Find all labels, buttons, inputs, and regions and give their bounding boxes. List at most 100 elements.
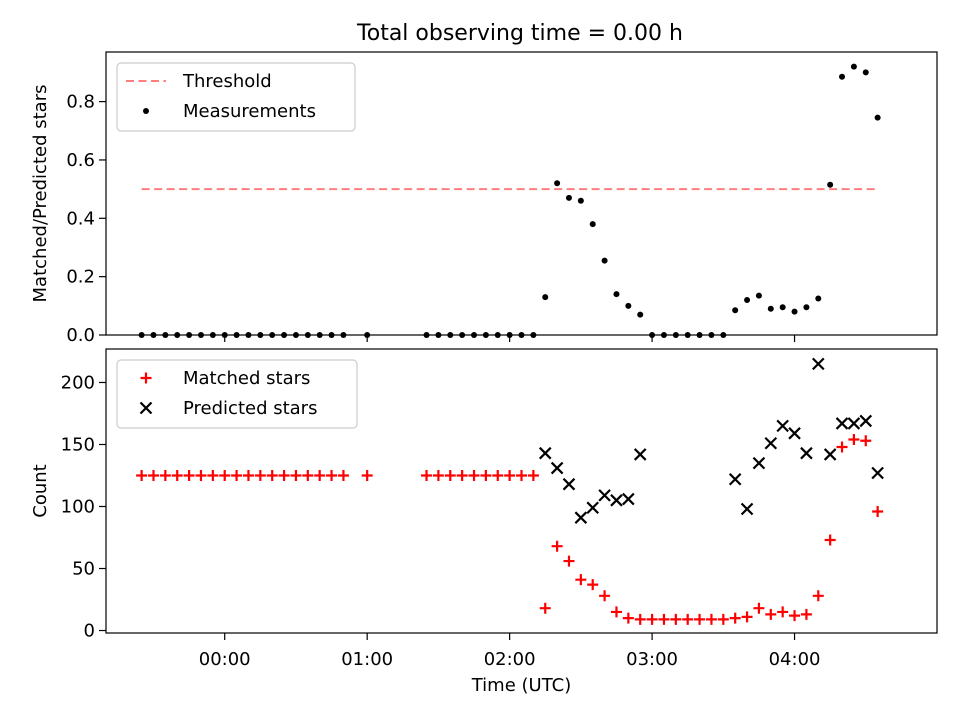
data-point — [171, 469, 183, 481]
ytick-label: 0.6 — [66, 150, 95, 171]
data-point — [622, 492, 635, 506]
data-point — [862, 69, 869, 76]
data-point — [729, 612, 741, 624]
data-point — [744, 296, 751, 303]
data-point — [527, 469, 539, 481]
data-point — [456, 469, 468, 481]
ylabel: Matched/Predicted stars — [30, 85, 51, 303]
data-point — [538, 446, 552, 460]
data-point — [637, 311, 644, 318]
data-point — [800, 608, 812, 620]
data-point — [872, 505, 884, 517]
data-point — [694, 613, 706, 625]
data-point — [777, 606, 789, 618]
ytick-label: 0.4 — [66, 208, 95, 229]
data-point — [752, 456, 766, 470]
data-point — [565, 194, 572, 201]
data-point — [613, 291, 620, 298]
data-point — [823, 448, 837, 461]
ytick-label: 0.0 — [66, 325, 95, 346]
data-point — [610, 494, 623, 507]
data-point — [361, 469, 373, 481]
legend-box — [116, 359, 358, 429]
series-matched-stars — [136, 434, 884, 625]
data-point — [755, 292, 762, 299]
ytick-label: 200 — [61, 372, 95, 393]
data-point — [717, 613, 729, 625]
xtick-label: 02:00 — [484, 649, 536, 670]
legend-label: Threshold — [182, 71, 272, 92]
data-point — [147, 469, 159, 481]
data-point — [326, 469, 338, 481]
figure-title: Total observing time = 0.00 h — [356, 21, 683, 46]
data-point — [575, 574, 587, 586]
legend-handle — [143, 108, 149, 114]
data-point — [195, 469, 207, 481]
data-point — [732, 307, 739, 314]
data-point — [587, 579, 599, 591]
ytick-label: 100 — [61, 497, 95, 518]
data-point — [850, 63, 857, 70]
data-point — [633, 448, 647, 461]
data-point — [468, 469, 480, 481]
data-point — [815, 295, 822, 302]
data-point — [242, 469, 254, 481]
data-point — [539, 602, 551, 614]
data-point — [337, 469, 349, 481]
data-point — [563, 555, 575, 567]
data-point — [791, 308, 798, 315]
xtick-label: 01:00 — [341, 649, 393, 670]
data-point — [551, 540, 563, 552]
data-point — [740, 502, 754, 516]
data-point — [554, 180, 561, 187]
data-point — [254, 469, 266, 481]
data-point — [670, 613, 682, 625]
data-point — [421, 469, 433, 481]
data-point — [207, 469, 219, 481]
data-point — [835, 417, 849, 430]
data-point — [231, 469, 243, 481]
data-point — [480, 469, 492, 481]
ytick-label: 150 — [61, 434, 95, 455]
data-point — [839, 73, 846, 80]
data-point — [634, 613, 646, 625]
data-point — [492, 469, 504, 481]
legend-label: Measurements — [183, 101, 316, 122]
data-point — [765, 608, 777, 620]
data-point — [836, 441, 848, 453]
data-point — [776, 419, 789, 433]
data-point — [444, 469, 456, 481]
data-point — [599, 590, 611, 602]
data-point — [314, 469, 326, 481]
legend: Matched stars Predicted stars — [116, 359, 358, 429]
data-point — [848, 434, 860, 446]
data-point — [589, 221, 596, 228]
xlabel: Time (UTC) — [471, 675, 572, 696]
data-point — [824, 534, 836, 546]
xtick-label: 00:00 — [199, 649, 251, 670]
data-point — [767, 305, 774, 312]
data-point — [290, 469, 302, 481]
data-point — [577, 197, 584, 204]
ytick-label: 0.2 — [66, 267, 95, 288]
data-point — [874, 114, 881, 121]
panel-ratio: 0.0 0.2 0.4 0.6 0.8 Matched/Predicted stars Th… — [30, 51, 938, 346]
data-point — [764, 436, 778, 450]
ylabel: Count — [30, 464, 51, 517]
data-point — [562, 477, 576, 491]
data-point — [542, 294, 549, 301]
data-point — [610, 606, 622, 618]
axes-frame — [105, 348, 938, 634]
data-point — [827, 181, 834, 188]
data-point — [159, 469, 171, 481]
data-point — [574, 511, 588, 524]
data-point — [622, 612, 634, 624]
data-point — [779, 304, 786, 311]
xtick-label: 04:00 — [769, 649, 821, 670]
data-point — [598, 489, 611, 502]
series-predicted-stars — [538, 357, 884, 524]
legend-handle — [140, 372, 152, 384]
data-point — [658, 613, 670, 625]
data-point — [682, 613, 694, 625]
